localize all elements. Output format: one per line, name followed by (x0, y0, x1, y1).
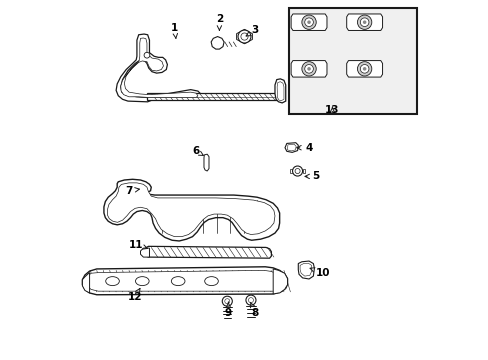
Polygon shape (285, 143, 298, 152)
Polygon shape (277, 82, 284, 101)
Polygon shape (290, 169, 292, 173)
Circle shape (362, 67, 366, 71)
Polygon shape (203, 154, 208, 171)
Circle shape (294, 168, 300, 174)
Polygon shape (211, 37, 224, 49)
Circle shape (360, 18, 368, 27)
Text: 8: 8 (250, 302, 258, 318)
Text: 4: 4 (296, 143, 312, 153)
Text: 3: 3 (245, 26, 258, 36)
Circle shape (292, 166, 302, 176)
Ellipse shape (171, 276, 184, 285)
Circle shape (360, 64, 368, 73)
Polygon shape (140, 248, 149, 257)
Circle shape (245, 295, 255, 305)
Polygon shape (287, 144, 296, 151)
Circle shape (306, 21, 310, 24)
Circle shape (304, 18, 313, 27)
Text: 2: 2 (215, 14, 223, 30)
Polygon shape (273, 269, 287, 294)
Polygon shape (121, 38, 198, 98)
Polygon shape (298, 261, 314, 279)
Ellipse shape (105, 276, 119, 285)
Ellipse shape (135, 276, 149, 285)
Circle shape (306, 67, 310, 71)
Polygon shape (86, 270, 282, 291)
Polygon shape (302, 169, 305, 173)
Circle shape (362, 21, 366, 24)
Polygon shape (142, 246, 271, 258)
Text: 7: 7 (125, 186, 139, 196)
Text: 12: 12 (128, 288, 142, 302)
Circle shape (357, 15, 371, 30)
Circle shape (224, 299, 229, 304)
Polygon shape (346, 60, 382, 77)
Polygon shape (147, 93, 280, 100)
Polygon shape (107, 183, 274, 237)
Circle shape (304, 64, 313, 73)
Polygon shape (82, 273, 89, 293)
Polygon shape (274, 79, 285, 103)
Polygon shape (300, 263, 311, 276)
Ellipse shape (204, 276, 218, 285)
Text: 10: 10 (309, 268, 330, 278)
Polygon shape (346, 14, 382, 31)
Text: 1: 1 (171, 23, 178, 39)
Text: 6: 6 (192, 146, 203, 156)
Circle shape (238, 30, 250, 43)
Circle shape (301, 15, 316, 30)
Circle shape (357, 62, 371, 76)
Circle shape (301, 62, 316, 76)
Polygon shape (82, 267, 287, 295)
Text: 13: 13 (325, 105, 339, 115)
Text: 5: 5 (305, 171, 319, 181)
Text: 11: 11 (129, 239, 147, 249)
Circle shape (241, 33, 247, 40)
Circle shape (222, 296, 232, 306)
Circle shape (248, 298, 253, 303)
Circle shape (144, 52, 149, 58)
Polygon shape (290, 60, 326, 77)
Polygon shape (116, 34, 201, 102)
Polygon shape (290, 14, 326, 31)
Text: 9: 9 (224, 302, 231, 318)
Polygon shape (104, 179, 279, 241)
Polygon shape (236, 30, 252, 44)
Bar (289, 8, 416, 114)
